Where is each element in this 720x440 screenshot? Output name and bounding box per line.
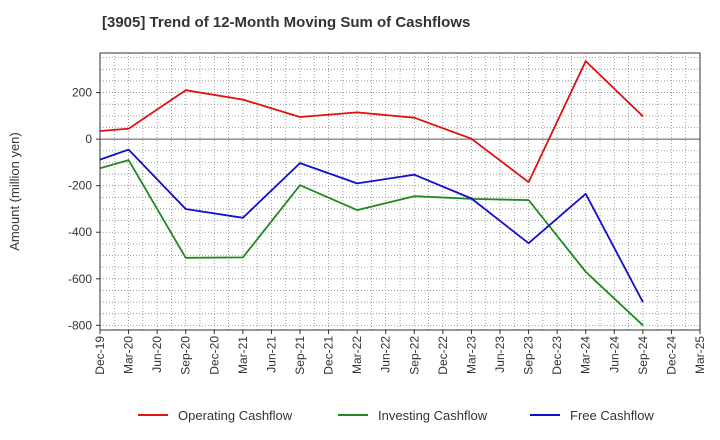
x-tick-label: Sep-22 bbox=[407, 336, 421, 375]
chart-title: [3905] Trend of 12-Month Moving Sum of C… bbox=[102, 14, 471, 31]
free-cashflow-legend-label: Free Cashflow bbox=[570, 408, 654, 423]
x-tick-label: Sep-21 bbox=[293, 336, 307, 375]
x-tick-label: Mar-23 bbox=[464, 336, 478, 374]
legend: Operating Cashflow Investing Cashflow Free… bbox=[138, 408, 654, 423]
x-tick-label: Mar-25 bbox=[693, 336, 707, 374]
x-tick-label: Mar-20 bbox=[122, 336, 136, 374]
y-axis-ticks: 200 0 -200 -400 -600 -800 bbox=[68, 86, 100, 332]
x-tick-label: Jun-20 bbox=[150, 336, 164, 373]
x-tick-label: Mar-22 bbox=[350, 336, 364, 374]
y-tick-label: -400 bbox=[68, 225, 92, 239]
x-tick-label: Dec-23 bbox=[550, 336, 564, 375]
x-tick-label: Sep-20 bbox=[179, 336, 193, 375]
plot-frame bbox=[99, 52, 701, 331]
x-tick-label: Jun-22 bbox=[379, 336, 393, 373]
x-tick-label: Dec-20 bbox=[207, 336, 221, 375]
operating-cashflow-line bbox=[99, 60, 644, 184]
x-tick-label: Dec-21 bbox=[322, 336, 336, 375]
investing-cashflow-line bbox=[99, 159, 644, 326]
x-tick-label: Dec-19 bbox=[93, 336, 107, 375]
x-tick-label: Sep-24 bbox=[636, 336, 650, 375]
x-tick-label: Jun-21 bbox=[264, 336, 278, 373]
grid-lines bbox=[100, 53, 700, 330]
y-tick-label: 0 bbox=[85, 132, 92, 146]
x-tick-label: Jun-24 bbox=[607, 336, 621, 373]
y-tick-label: -800 bbox=[68, 318, 92, 332]
x-tick-label: Dec-22 bbox=[436, 336, 450, 375]
series-lines bbox=[99, 60, 644, 326]
y-tick-label: -200 bbox=[68, 179, 92, 193]
x-tick-label: Mar-24 bbox=[579, 336, 593, 374]
investing-cashflow-legend-label: Investing Cashflow bbox=[378, 408, 488, 423]
x-tick-label: Mar-21 bbox=[236, 336, 250, 374]
x-tick-label: Dec-24 bbox=[664, 336, 678, 375]
operating-cashflow-legend-label: Operating Cashflow bbox=[178, 408, 293, 423]
y-tick-label: 200 bbox=[72, 86, 92, 100]
x-tick-label: Sep-23 bbox=[522, 336, 536, 375]
y-axis-label: Amount (million yen) bbox=[7, 132, 22, 251]
x-tick-label: Jun-23 bbox=[493, 336, 507, 373]
y-tick-label: -600 bbox=[68, 272, 92, 286]
x-axis-ticks: Dec-19 Mar-20 Jun-20 Sep-20 Dec-20 Mar-21 Jun-… bbox=[93, 330, 707, 375]
free-cashflow-line bbox=[99, 148, 644, 303]
